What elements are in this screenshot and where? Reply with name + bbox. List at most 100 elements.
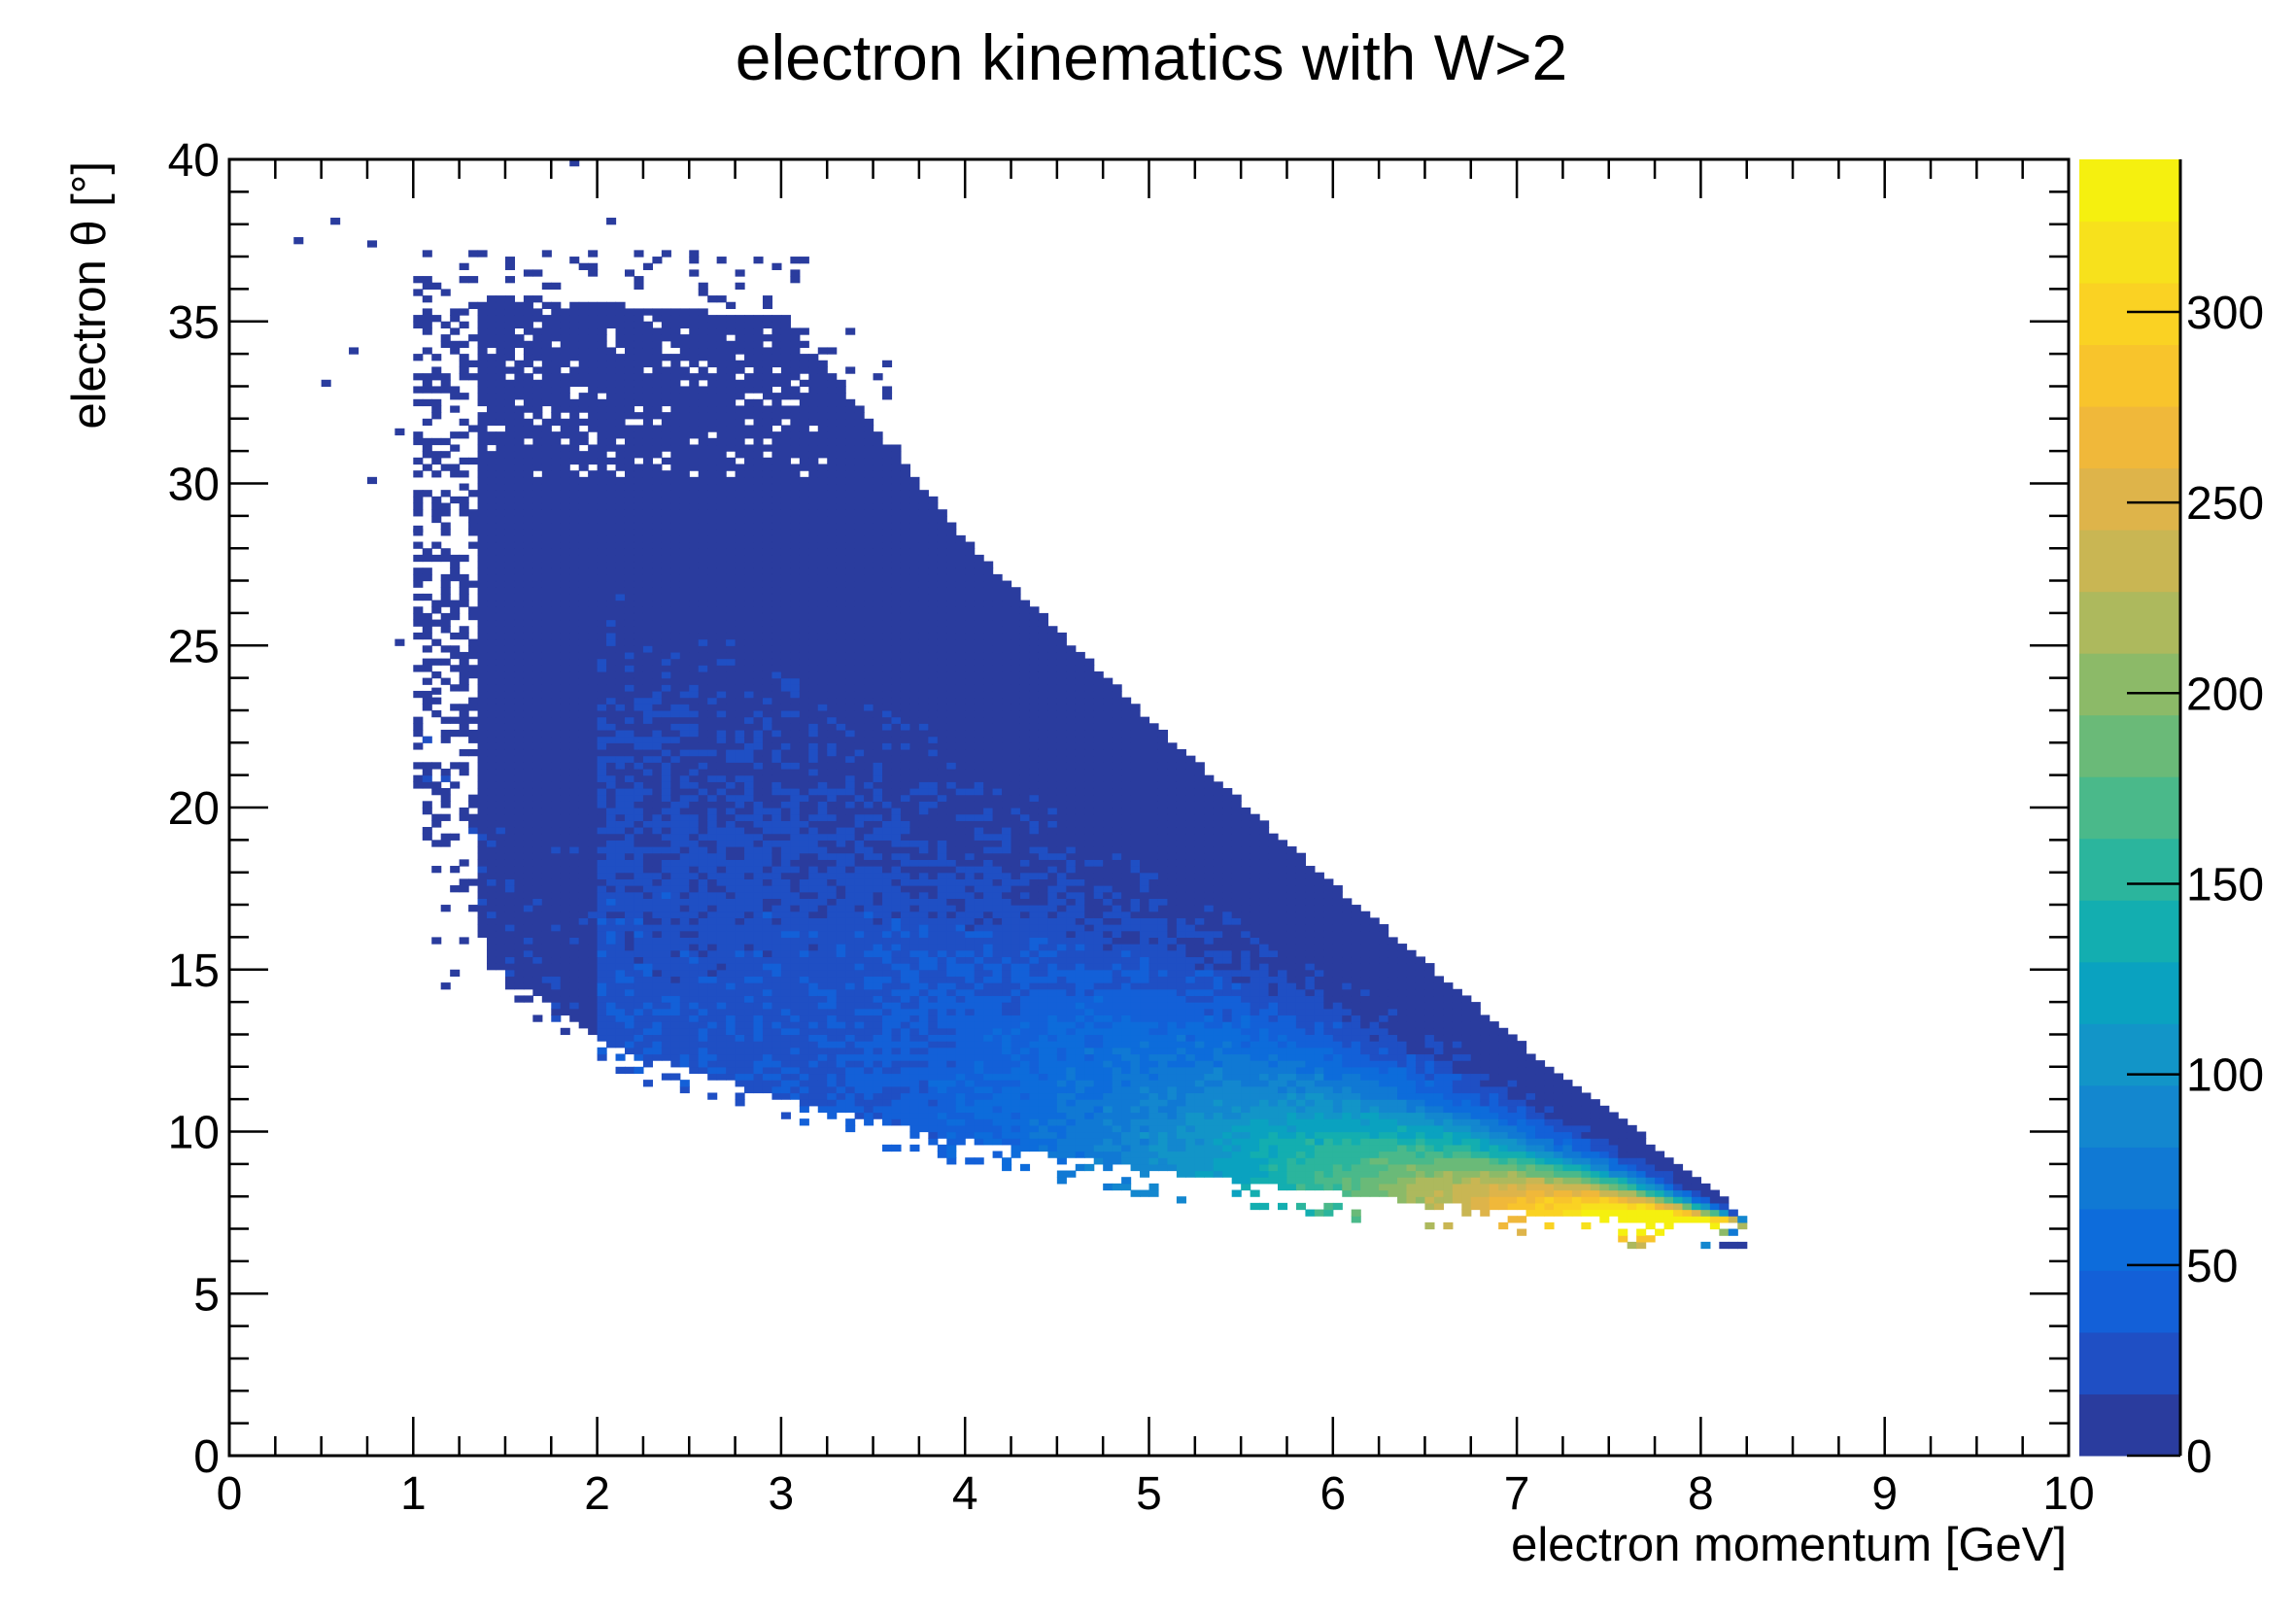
heatmap-cell	[532, 723, 543, 731]
heatmap-cell	[827, 593, 838, 602]
heatmap-cell	[541, 360, 552, 368]
heatmap-cell	[679, 917, 690, 925]
heatmap-cell	[606, 360, 617, 368]
heatmap-cell	[504, 768, 516, 776]
heatmap-cell	[642, 619, 653, 627]
heatmap-cell	[744, 827, 755, 835]
heatmap-cell	[726, 600, 737, 607]
heatmap-cell	[634, 911, 644, 918]
heatmap-cell	[597, 425, 607, 432]
heatmap-cell	[615, 729, 626, 738]
heatmap-cell	[652, 437, 663, 446]
heatmap-cell	[588, 600, 599, 607]
heatmap-cell	[670, 554, 681, 563]
heatmap-cell	[634, 573, 644, 582]
heatmap-cell	[597, 937, 607, 945]
heatmap-cell	[716, 742, 727, 750]
heatmap-cell	[634, 684, 644, 692]
heatmap-cell	[615, 1021, 626, 1029]
heatmap-cell	[541, 393, 552, 400]
heatmap-cell	[827, 1099, 838, 1107]
heatmap-cell	[689, 716, 700, 724]
heatmap-cell	[615, 995, 626, 1003]
heatmap-cell	[661, 412, 671, 420]
heatmap-cell	[551, 944, 562, 951]
heatmap-cell	[854, 593, 865, 602]
heatmap-cell	[689, 321, 700, 329]
heatmap-cell	[689, 490, 700, 498]
heatmap-cell	[726, 937, 737, 945]
heatmap-cell	[762, 1021, 773, 1029]
heatmap-cell	[827, 1008, 838, 1016]
heatmap-cell	[836, 502, 846, 510]
heatmap-cell	[762, 522, 773, 530]
heatmap-cell	[753, 502, 764, 510]
heatmap-cell	[707, 541, 718, 549]
heatmap-cell	[744, 1080, 755, 1087]
heatmap-cell	[624, 794, 635, 802]
heatmap-cell	[541, 522, 552, 530]
heatmap-cell	[845, 762, 856, 770]
heatmap-cell	[588, 878, 599, 886]
heatmap-cell	[597, 645, 607, 653]
heatmap-cell	[836, 827, 846, 835]
heatmap-cell	[836, 444, 846, 452]
heatmap-cell	[652, 398, 663, 407]
heatmap-cell	[588, 949, 599, 958]
heatmap-cell	[753, 476, 764, 485]
heatmap-cell	[735, 827, 745, 835]
heatmap-cell	[679, 580, 690, 588]
heatmap-cell	[845, 963, 856, 971]
heatmap-cell	[762, 697, 773, 705]
heatmap-cell	[541, 690, 552, 699]
heatmap-cell	[780, 774, 791, 782]
heatmap-cell	[597, 833, 607, 841]
heatmap-cell	[790, 1066, 801, 1075]
heatmap-cell	[477, 451, 488, 459]
heatmap-cell	[836, 1008, 846, 1016]
heatmap-cell	[726, 593, 737, 602]
heatmap-cell	[560, 866, 570, 874]
heatmap-cell	[817, 1066, 828, 1075]
heatmap-cell	[569, 321, 580, 329]
heatmap-cell	[588, 548, 599, 556]
heatmap-cell	[606, 418, 617, 427]
heatmap-cell	[762, 1053, 773, 1061]
heatmap-cell	[670, 1034, 681, 1042]
heatmap-cell	[753, 976, 764, 983]
heatmap-cell	[771, 840, 782, 847]
heatmap-cell	[780, 658, 791, 666]
heatmap-cell	[698, 483, 708, 491]
heatmap-cell	[624, 729, 635, 738]
heatmap-cell	[689, 412, 700, 420]
heatmap-cell	[532, 982, 543, 990]
heatmap-cell	[817, 670, 828, 679]
heatmap-cell	[780, 451, 791, 459]
heatmap-cell	[670, 813, 681, 821]
heatmap-cell	[799, 1092, 809, 1100]
heatmap-cell	[477, 704, 488, 711]
heatmap-cell	[836, 626, 846, 634]
heatmap-cell	[661, 398, 671, 407]
heatmap-cell	[523, 709, 533, 718]
heatmap-cell	[827, 412, 838, 420]
heatmap-cell	[652, 677, 663, 685]
heatmap-cell	[578, 606, 589, 614]
heatmap-cell	[679, 548, 690, 556]
heatmap-cell	[698, 956, 708, 964]
heatmap-cell	[799, 327, 809, 335]
heatmap-cell	[753, 781, 764, 789]
heatmap-cell	[578, 670, 589, 679]
heatmap-cell	[845, 502, 856, 510]
heatmap-cell	[827, 729, 838, 738]
heatmap-cell	[735, 651, 745, 660]
heatmap-cell	[716, 677, 727, 685]
heatmap-cell	[514, 787, 525, 796]
heatmap-cell	[440, 729, 451, 738]
heatmap-cell	[762, 386, 773, 394]
heatmap-cell	[532, 872, 543, 879]
heatmap-cell	[431, 658, 442, 666]
heatmap-cell	[790, 561, 801, 568]
heatmap-cell	[716, 690, 727, 699]
heatmap-cell	[496, 347, 506, 355]
